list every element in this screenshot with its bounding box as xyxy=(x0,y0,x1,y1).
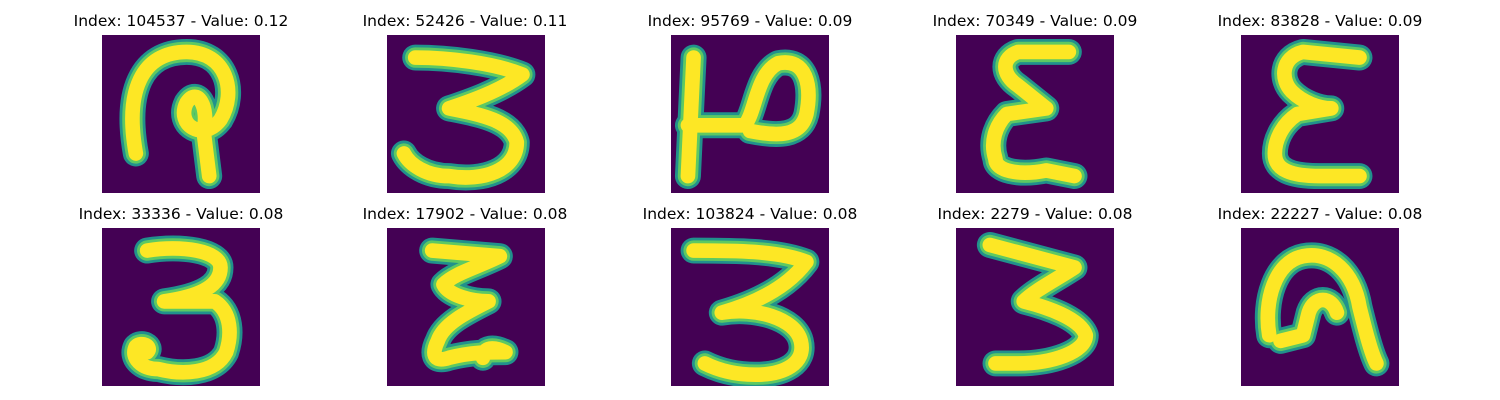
panel-title: Index: 70349 - Value: 0.09 xyxy=(932,12,1138,30)
epsilon-icon xyxy=(956,35,1114,193)
glyph-stroke xyxy=(982,237,1094,371)
panel-title: Index: 104537 - Value: 0.12 xyxy=(73,12,289,30)
glyph-image xyxy=(680,237,820,386)
panel-title: Index: 2279 - Value: 0.08 xyxy=(937,205,1133,223)
glyph-stroke xyxy=(424,243,513,367)
glyph-image xyxy=(419,237,519,373)
glyph-image xyxy=(1254,242,1390,377)
glyph-image xyxy=(119,38,242,190)
glyph-image xyxy=(976,231,1099,377)
glyph-image xyxy=(674,44,822,190)
panel-title: Index: 17902 - Value: 0.08 xyxy=(362,205,568,223)
glyph-image xyxy=(390,44,536,191)
glyph-stroke xyxy=(985,44,1082,184)
panel-title: Index: 33336 - Value: 0.08 xyxy=(78,205,284,223)
glyph-image xyxy=(121,235,243,386)
epsilon-icon xyxy=(387,228,545,386)
glyph-stroke xyxy=(680,55,816,142)
glyph-stroke xyxy=(1260,248,1384,371)
digit-three-icon xyxy=(671,228,829,386)
digit-three-icon xyxy=(102,228,260,386)
glyph-stroke xyxy=(680,50,701,184)
glyph-stroke xyxy=(1267,44,1367,184)
digit-three-icon xyxy=(387,35,545,193)
panel-title: Index: 103824 - Value: 0.08 xyxy=(642,205,858,223)
glyph-image xyxy=(980,38,1088,190)
digit-three-icon xyxy=(956,228,1114,386)
glyph-stroke xyxy=(1273,292,1345,349)
glyph-stroke xyxy=(125,44,236,184)
glyph-stroke xyxy=(396,50,530,185)
panel-title: Index: 52426 - Value: 0.11 xyxy=(362,12,568,30)
hook-loop-icon xyxy=(102,35,260,193)
glyph-stroke xyxy=(686,243,814,383)
glyph-stroke xyxy=(127,241,237,380)
arch-icon xyxy=(1241,228,1399,386)
panel-title: Index: 95769 - Value: 0.09 xyxy=(647,12,853,30)
panel-title: Index: 83828 - Value: 0.09 xyxy=(1217,12,1423,30)
glyph-image xyxy=(1261,38,1373,190)
rotated-p-icon xyxy=(671,35,829,193)
epsilon-icon xyxy=(1241,35,1399,193)
panel-title: Index: 22227 - Value: 0.08 xyxy=(1217,205,1423,223)
